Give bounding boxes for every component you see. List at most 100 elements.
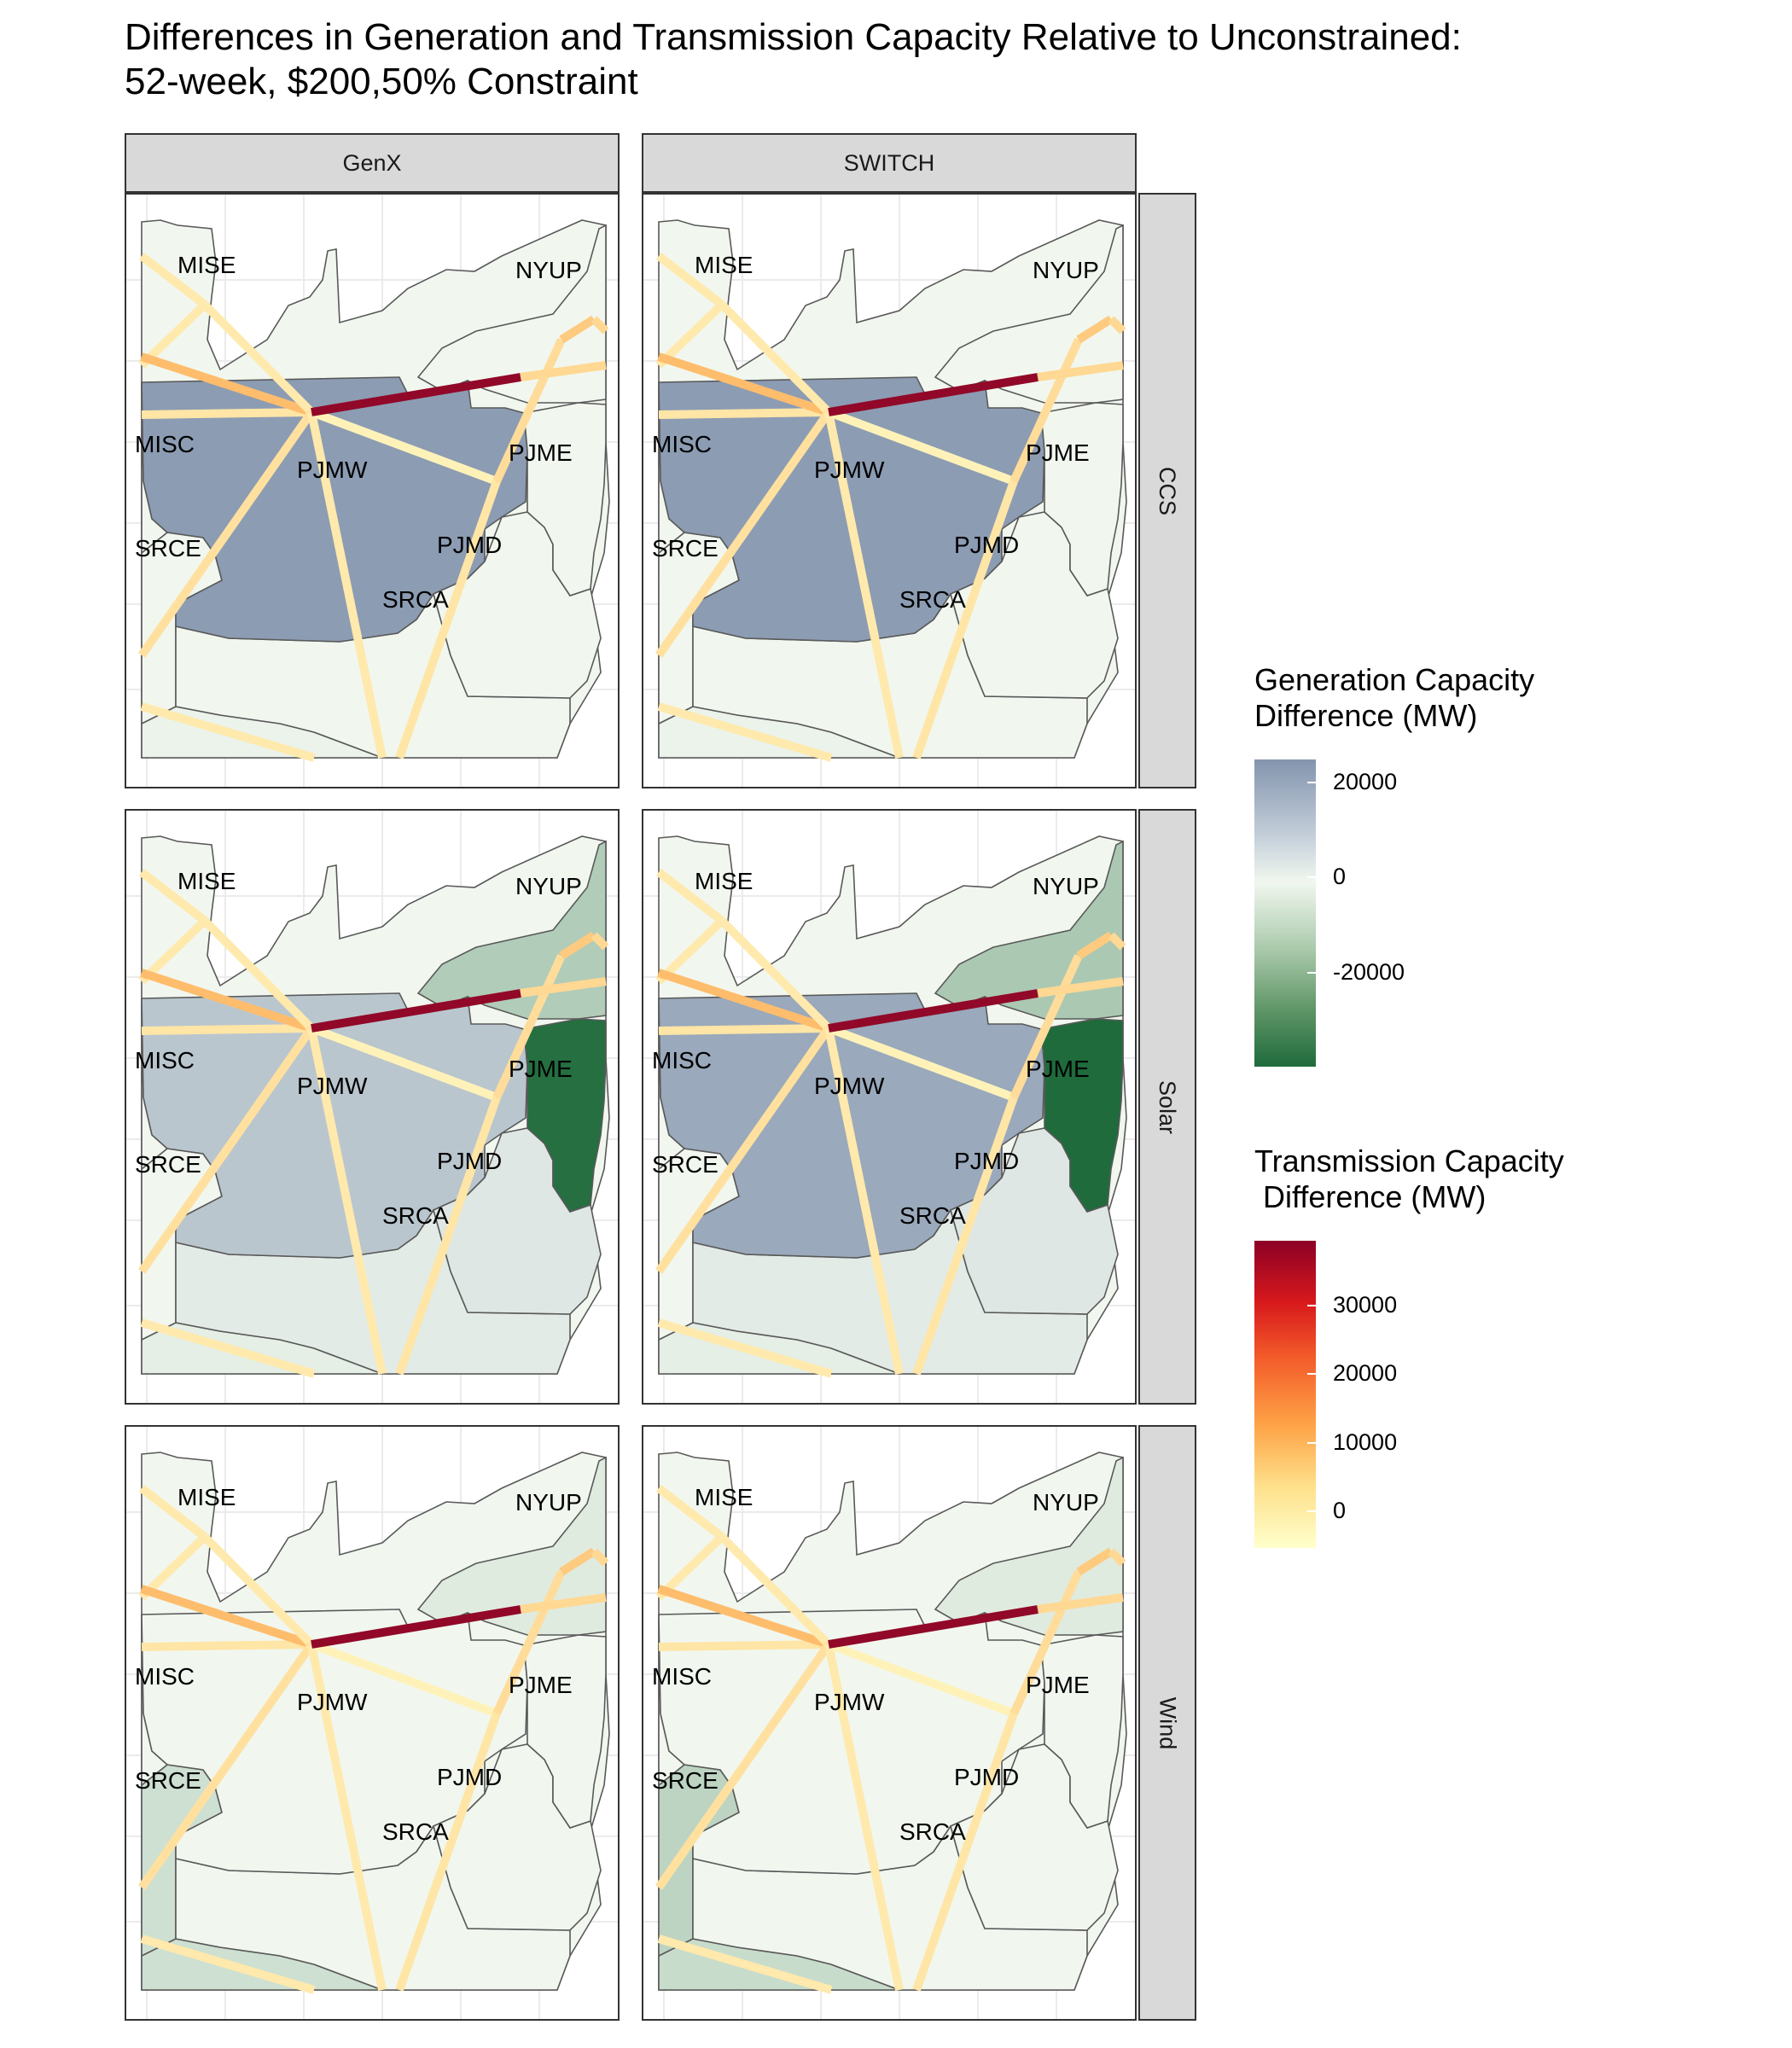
transmission-link-mise-west	[655, 869, 725, 924]
zone-pjme	[523, 1018, 607, 1213]
map-panel-genx-wind: MISE NYUP MISC PJMW PJME PJMD SRCE SRCA	[125, 1425, 620, 2021]
transmission-link-pjmw-pjmd	[310, 408, 498, 486]
zone-label-nyup: NYUP	[1033, 257, 1099, 283]
transmission-link-pjme-east	[1037, 361, 1124, 381]
zone-label-pjme: PJME	[1026, 1672, 1090, 1698]
zone-label-mise: MISE	[695, 252, 753, 278]
transmission-legend-colorbar	[1254, 1241, 1316, 1548]
transmission-link-pjmw-pjme	[311, 373, 521, 416]
transmission-link-srce-south	[657, 702, 833, 762]
zone-label-pjmw: PJMW	[814, 1073, 885, 1099]
transmission-link-pjmw-srce	[655, 1026, 833, 1274]
zone-label-pjmd: PJMD	[437, 532, 502, 558]
transmission-link-mise-west	[655, 253, 725, 308]
transmission-link-pjme-east	[1037, 977, 1124, 998]
transmission-link-pjmw-pjmd	[310, 1640, 498, 1718]
transmission-link-mise-west	[655, 917, 725, 985]
map-panel-genx-solar: MISE NYUP MISC PJMW PJME PJMD SRCE SRCA	[125, 809, 620, 1405]
facet-strip-solar-label: Solar	[1155, 1079, 1181, 1134]
facet-strip-ccs-label: CCS	[1155, 466, 1181, 515]
map-svg: MISE NYUP MISC PJMW PJME PJMD SRCE SRCA	[643, 811, 1135, 1403]
transmission-legend-title: Transmission Capacity Difference (MW)	[1254, 1143, 1564, 1214]
transmission-link-pjmd-pjme	[1009, 953, 1083, 1100]
zone-pjme	[523, 402, 607, 596]
map-svg: MISE NYUP MISC PJMW PJME PJMD SRCE SRCA	[643, 195, 1135, 787]
transmission-link-pjme-nyup	[1076, 315, 1114, 344]
zone-pjme	[1040, 402, 1124, 596]
zone-label-srca: SRCA	[899, 586, 966, 613]
zone-label-nyup: NYUP	[515, 1489, 582, 1516]
transmission-link-srce-south	[140, 1318, 316, 1378]
zone-label-pjmd: PJMD	[437, 1764, 502, 1790]
transmission-link-pjme-nyup	[1076, 931, 1114, 960]
zone-label-mise: MISE	[695, 868, 753, 894]
generation-legend-tick-0-mark	[1307, 782, 1316, 783]
transmission-legend-tick-0: 30000	[1333, 1292, 1398, 1318]
transmission-link-pjme-nyup	[559, 931, 596, 960]
transmission-link-pjmw-srca	[307, 1643, 387, 1992]
transmission-link-pjmd-srca	[395, 480, 501, 759]
transmission-link-pjmd-pjme	[1009, 337, 1083, 484]
chart-title-line2: 52-week, $200,50% Constraint	[125, 61, 638, 102]
transmission-link-pjme-east	[520, 1593, 607, 1614]
transmission-link-pjmw-srca	[824, 1643, 904, 1992]
transmission-link-pjmw-misc	[657, 1585, 830, 1649]
transmission-link-pjmw-srca	[307, 1027, 387, 1376]
transmission-link-pjmw-mise	[719, 1533, 832, 1648]
transmission-link-mise-west	[138, 301, 208, 369]
zone-label-srce: SRCE	[135, 535, 201, 561]
transmission-link-pjmd-srca	[912, 1712, 1018, 1992]
transmission-legend-tick-2-mark	[1307, 1442, 1316, 1444]
transmission-link-pjmw-srce	[137, 1642, 316, 1890]
facet-strip-wind: Wind	[1138, 1425, 1196, 2021]
transmission-link-mise-west	[138, 253, 208, 308]
zone-label-nyup: NYUP	[1033, 1489, 1099, 1516]
zone-label-pjmd: PJMD	[954, 1148, 1019, 1174]
zone-label-nyup: NYUP	[515, 257, 582, 283]
transmission-link-pjmw-west	[141, 1024, 312, 1035]
zone-label-pjmd: PJMD	[954, 532, 1019, 558]
zone-label-nyup: NYUP	[1033, 873, 1099, 899]
map-panel-switch-wind: MISE NYUP MISC PJMW PJME PJMD SRCE SRCA	[642, 1425, 1137, 2021]
map-svg: MISE NYUP MISC PJMW PJME PJMD SRCE SRCA	[126, 811, 618, 1403]
transmission-link-mise-west	[138, 869, 208, 924]
transmission-link-pjmw-srce	[137, 410, 316, 658]
transmission-link-pjme-nyup	[559, 315, 596, 344]
generation-legend-colorbar	[1254, 759, 1316, 1067]
transmission-link-pjmw-mise	[201, 301, 315, 416]
zone-label-srca: SRCA	[899, 1202, 966, 1229]
transmission-link-pjmw-pjmd	[827, 1640, 1015, 1718]
transmission-legend-tick-0-mark	[1307, 1305, 1316, 1306]
zone-label-misc: MISC	[135, 431, 195, 457]
transmission-link-pjmw-mise	[201, 917, 315, 1032]
transmission-link-srce-south	[657, 1935, 833, 1994]
transmission-link-mise-west	[655, 1533, 725, 1601]
zone-label-srce: SRCE	[652, 1767, 719, 1794]
transmission-link-pjmw-pjmd	[827, 1024, 1015, 1102]
zone-pjme	[523, 1634, 607, 1829]
map-svg: MISE NYUP MISC PJMW PJME PJMD SRCE SRCA	[643, 1427, 1135, 2019]
chart-title: Differences in Generation and Transmissi…	[125, 15, 1462, 104]
transmission-link-srce-south	[140, 1935, 316, 1994]
transmission-link-pjmw-west	[141, 1640, 312, 1651]
zone-label-srca: SRCA	[899, 1818, 966, 1845]
zone-label-mise: MISE	[177, 252, 236, 278]
zone-label-srca: SRCA	[382, 586, 449, 613]
zone-label-pjme: PJME	[509, 1056, 573, 1082]
transmission-link-pjmw-misc	[140, 352, 313, 416]
zone-label-misc: MISC	[652, 1047, 712, 1073]
generation-legend-tick-1-mark	[1307, 876, 1316, 878]
transmission-legend-tick-1-mark	[1307, 1373, 1316, 1375]
zone-label-misc: MISC	[135, 1663, 195, 1690]
zone-label-pjmd: PJMD	[437, 1148, 502, 1174]
transmission-link-pjmd-srca	[912, 480, 1018, 759]
zone-label-mise: MISE	[177, 868, 236, 894]
transmission-link-pjmd-pjme	[492, 1569, 566, 1716]
facet-strip-ccs: CCS	[1138, 193, 1196, 788]
transmission-link-pjme-nyup	[559, 1547, 596, 1576]
transmission-legend-tick-2: 10000	[1333, 1429, 1398, 1455]
zone-label-srca: SRCA	[382, 1202, 449, 1229]
transmission-link-pjmw-pjme	[828, 989, 1039, 1033]
zone-label-srce: SRCE	[652, 535, 719, 561]
transmission-link-pjmw-mise	[719, 301, 832, 416]
